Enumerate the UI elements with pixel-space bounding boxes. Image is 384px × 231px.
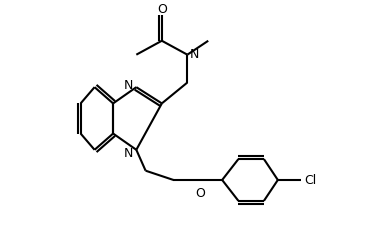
Text: O: O xyxy=(195,186,205,199)
Text: N: N xyxy=(124,146,133,159)
Text: Cl: Cl xyxy=(305,174,317,187)
Text: N: N xyxy=(124,79,133,92)
Text: N: N xyxy=(190,48,199,61)
Text: O: O xyxy=(157,3,167,16)
